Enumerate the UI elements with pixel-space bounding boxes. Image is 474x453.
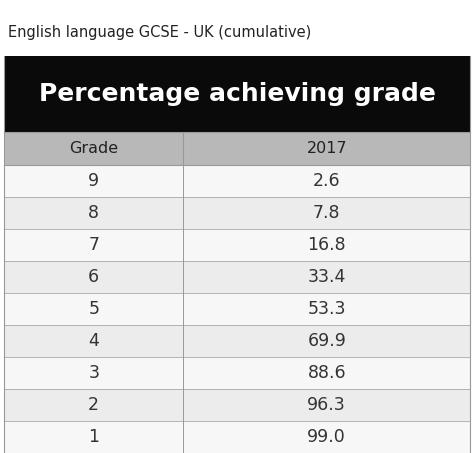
Bar bbox=[4, 197, 470, 229]
Text: 2017: 2017 bbox=[306, 141, 347, 156]
Bar bbox=[4, 229, 470, 261]
Text: 1: 1 bbox=[88, 428, 99, 446]
Bar bbox=[4, 261, 470, 293]
Bar bbox=[4, 421, 470, 453]
Text: 2.6: 2.6 bbox=[313, 172, 340, 190]
Text: 5: 5 bbox=[88, 300, 99, 318]
Text: 16.8: 16.8 bbox=[308, 236, 346, 254]
Bar bbox=[4, 325, 470, 357]
Text: 8: 8 bbox=[88, 204, 99, 222]
Bar bbox=[4, 56, 470, 132]
Text: 7.8: 7.8 bbox=[313, 204, 340, 222]
Bar bbox=[4, 165, 470, 197]
Text: Grade: Grade bbox=[69, 141, 118, 156]
Bar bbox=[4, 293, 470, 325]
Text: 69.9: 69.9 bbox=[307, 332, 346, 350]
Text: 2: 2 bbox=[88, 396, 99, 414]
Text: 99.0: 99.0 bbox=[307, 428, 346, 446]
Text: 4: 4 bbox=[88, 332, 99, 350]
Bar bbox=[4, 389, 470, 421]
Text: 88.6: 88.6 bbox=[308, 364, 346, 382]
Text: 7: 7 bbox=[88, 236, 99, 254]
Text: Percentage achieving grade: Percentage achieving grade bbox=[38, 82, 436, 106]
Bar bbox=[4, 132, 470, 165]
Bar bbox=[4, 357, 470, 389]
Text: 9: 9 bbox=[88, 172, 99, 190]
Text: 96.3: 96.3 bbox=[307, 396, 346, 414]
Text: 6: 6 bbox=[88, 268, 99, 286]
Text: 33.4: 33.4 bbox=[308, 268, 346, 286]
Text: 3: 3 bbox=[88, 364, 99, 382]
Text: English language GCSE - UK (cumulative): English language GCSE - UK (cumulative) bbox=[8, 24, 311, 39]
Text: 53.3: 53.3 bbox=[308, 300, 346, 318]
